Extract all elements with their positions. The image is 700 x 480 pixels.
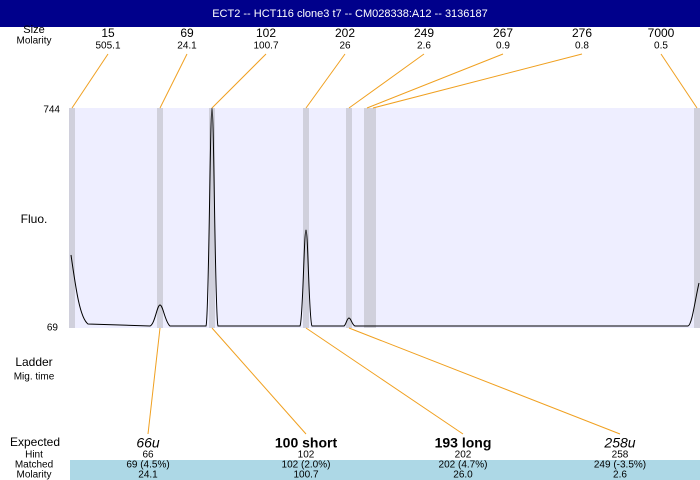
ladder-connector (211, 327, 307, 435)
peak-size: 7000 (648, 26, 675, 40)
peak-connector (366, 53, 504, 109)
hint: 258 (612, 450, 629, 461)
peak-band (370, 108, 376, 328)
peak-connector (159, 53, 188, 109)
matched: 69 (4.5%) (126, 460, 169, 471)
peak-molarity: 505.1 (95, 41, 120, 52)
peak-bands (69, 108, 700, 328)
peak-size: 69 (180, 26, 194, 40)
title: ECT2 -- HCT116 clone3 t7 -- CM028338:A12… (212, 8, 488, 20)
peak-band (364, 108, 370, 328)
ladder-label: Ladder (15, 355, 52, 369)
row-label-hint: Hint (25, 450, 43, 461)
peak-band (346, 108, 352, 328)
hint: 202 (455, 450, 472, 461)
peak-size: 276 (572, 26, 592, 40)
row-label-molarity: Molarity (16, 470, 51, 480)
peak-connector (660, 53, 698, 109)
peak-molarity: 26 (339, 41, 351, 52)
plot-area (70, 108, 700, 328)
ladder-sublabel: Mig. time (14, 372, 55, 383)
peak-molarity: 0.5 (654, 41, 668, 52)
molarity: 24.1 (138, 470, 158, 480)
molarity-label: Molarity (16, 36, 51, 47)
axis-top: 744 (43, 105, 60, 116)
peak-size: 102 (256, 26, 276, 40)
matched: 249 (-3.5%) (594, 460, 646, 471)
ladder-connector (305, 327, 464, 435)
peak-band (209, 108, 215, 328)
molarity: 100.7 (293, 470, 318, 480)
size-label: Size (23, 24, 44, 36)
peak-size: 15 (101, 26, 115, 40)
peak-size: 202 (335, 26, 355, 40)
expected: 258u (603, 435, 635, 451)
peak-connector (211, 53, 267, 109)
peak-band (303, 108, 309, 328)
peak-molarity: 0.9 (496, 41, 510, 52)
peak-band (694, 108, 700, 328)
peak-band (157, 108, 163, 328)
row-label-matched: Matched (15, 460, 53, 471)
peak-molarity: 2.6 (417, 41, 431, 52)
peak-connector (305, 53, 346, 109)
axis-bottom: 69 (47, 323, 59, 334)
hint: 102 (298, 450, 315, 461)
molarity: 2.6 (613, 470, 627, 480)
ladder-connector (147, 327, 161, 435)
hint: 66 (142, 450, 154, 461)
row-label-expected: Expected (10, 435, 60, 449)
matched: 102 (2.0%) (282, 460, 331, 471)
peak-size: 249 (414, 26, 434, 40)
peak-size: 267 (493, 26, 513, 40)
title-bar (0, 0, 700, 27)
axis-label: Fluo. (21, 212, 48, 226)
peak-molarity: 24.1 (177, 41, 197, 52)
trace (70, 107, 700, 327)
expected: 100 short (275, 435, 338, 451)
peak-connector (348, 53, 425, 109)
ladder-connector (348, 327, 621, 435)
matched: 202 (4.7%) (439, 460, 488, 471)
molarity: 26.0 (453, 470, 473, 480)
peak-connector (372, 53, 583, 109)
expected: 193 long (435, 435, 492, 451)
expected: 66u (136, 435, 160, 451)
peak-molarity: 100.7 (253, 41, 278, 52)
peak-connector (71, 53, 109, 109)
table-highlight (70, 460, 700, 480)
peak-molarity: 0.8 (575, 41, 589, 52)
peak-band (69, 108, 75, 328)
